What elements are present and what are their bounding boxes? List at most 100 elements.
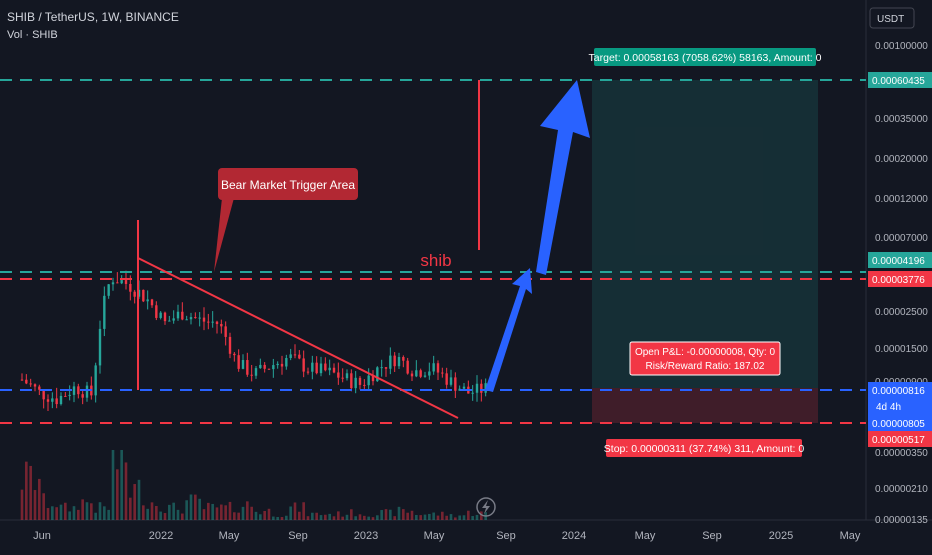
volume-label: Vol · SHIB xyxy=(7,29,58,41)
candle-body xyxy=(449,377,453,385)
callout-box[interactable] xyxy=(218,168,358,200)
candle-body xyxy=(289,354,292,359)
callout-pointer[interactable] xyxy=(214,198,234,272)
candle-body xyxy=(211,321,214,323)
time-tick-label: 2024 xyxy=(562,530,586,542)
volume-bar xyxy=(220,504,223,520)
price-label-box[interactable] xyxy=(868,271,932,287)
candle-body xyxy=(129,283,132,292)
volume-bar xyxy=(406,512,409,520)
volume-bar xyxy=(42,493,45,520)
price-label-box[interactable] xyxy=(868,382,932,416)
volume-bar xyxy=(181,513,184,520)
candle-body xyxy=(371,375,375,382)
lightning-icon[interactable] xyxy=(476,497,496,517)
volume-bar xyxy=(371,517,375,520)
blue-arrow-large[interactable] xyxy=(536,80,590,275)
volume-bar xyxy=(263,510,266,520)
candle-body xyxy=(358,377,362,385)
candle-body xyxy=(337,372,340,378)
candle-body xyxy=(94,365,97,396)
candle-body xyxy=(241,360,245,369)
volume-bar xyxy=(194,494,197,520)
price-label-text: 0.00003776 xyxy=(872,275,925,286)
price-label-box[interactable] xyxy=(868,415,932,431)
price-label-box[interactable] xyxy=(868,252,932,268)
candle-body xyxy=(259,364,262,369)
candle-body xyxy=(142,289,145,302)
price-labels: 0.00060435 0.00004196 0.00003776 0.00000816… xyxy=(868,72,932,447)
price-label-text: 0.00000805 xyxy=(872,419,925,430)
volume-bar xyxy=(276,516,279,520)
price-label-text: 0.00000816 xyxy=(872,386,925,397)
candle-body xyxy=(150,299,154,306)
descending-trendline[interactable] xyxy=(137,257,459,419)
volume-bar xyxy=(432,512,435,520)
volume-bar xyxy=(272,516,275,520)
volume-bar xyxy=(298,511,301,520)
volume-bar xyxy=(20,489,24,520)
candle-body xyxy=(185,319,188,321)
candle-body xyxy=(272,365,275,370)
candle-body xyxy=(233,353,236,356)
candle-body xyxy=(285,358,288,367)
candle-body xyxy=(350,373,353,389)
time-tick-label: Jun xyxy=(33,530,51,542)
candle-body xyxy=(81,394,84,398)
candle-body xyxy=(462,386,466,389)
candle-body xyxy=(363,384,366,386)
callout-text: Bear Market Trigger Area xyxy=(221,178,355,192)
volume-bar xyxy=(33,490,37,520)
candle-body xyxy=(198,317,201,319)
price-label-box[interactable] xyxy=(868,431,932,447)
volume-bar xyxy=(328,513,331,520)
candle-body xyxy=(389,355,392,369)
volume-bar xyxy=(341,516,344,520)
volume-bar xyxy=(81,499,84,520)
risk-zone[interactable] xyxy=(592,388,818,423)
volume-bar xyxy=(267,508,271,520)
candle-body xyxy=(155,305,158,318)
volume-bar xyxy=(146,508,149,520)
candle-body xyxy=(345,373,349,379)
volume-bar xyxy=(64,502,67,520)
candle-body xyxy=(189,317,193,320)
reward-zone[interactable] xyxy=(592,80,818,388)
volume-bar xyxy=(315,512,318,520)
candle-body xyxy=(72,386,76,395)
volume-bar xyxy=(332,516,336,520)
volume-bar xyxy=(363,515,366,520)
volume-bar xyxy=(358,514,362,520)
pnl-label-box[interactable] xyxy=(629,341,781,376)
volume-bar xyxy=(293,502,297,520)
candle-body xyxy=(419,370,422,377)
volume-bar xyxy=(241,506,245,520)
volume-bar xyxy=(59,504,63,520)
stop-label-box[interactable] xyxy=(606,439,802,457)
volume-bar xyxy=(116,469,119,520)
volume-bar xyxy=(423,514,427,520)
volume-bar xyxy=(397,506,401,520)
candle-body xyxy=(42,389,45,400)
volume-bar xyxy=(311,512,314,520)
price-label-box[interactable] xyxy=(868,72,932,88)
candle-body xyxy=(55,398,58,405)
candle-body xyxy=(280,363,284,367)
candle-body xyxy=(202,317,206,322)
volume-bar xyxy=(415,514,418,520)
price-tick-label: 0.00100000 xyxy=(875,41,928,52)
volume-bar xyxy=(224,505,227,520)
currency-badge[interactable] xyxy=(869,7,915,29)
time-tick-label: 2022 xyxy=(149,530,173,542)
volume-bar xyxy=(302,502,305,520)
target-label-box[interactable] xyxy=(594,48,816,66)
volume-bar xyxy=(237,512,240,520)
volume-layer xyxy=(20,450,487,520)
volume-bar xyxy=(228,501,232,520)
price-label-text: 0.00000517 xyxy=(872,435,925,446)
blue-arrow-small[interactable] xyxy=(485,268,532,392)
volume-bar xyxy=(376,515,379,520)
currency-badge-text: USDT xyxy=(877,14,904,25)
candle-body xyxy=(428,371,431,376)
